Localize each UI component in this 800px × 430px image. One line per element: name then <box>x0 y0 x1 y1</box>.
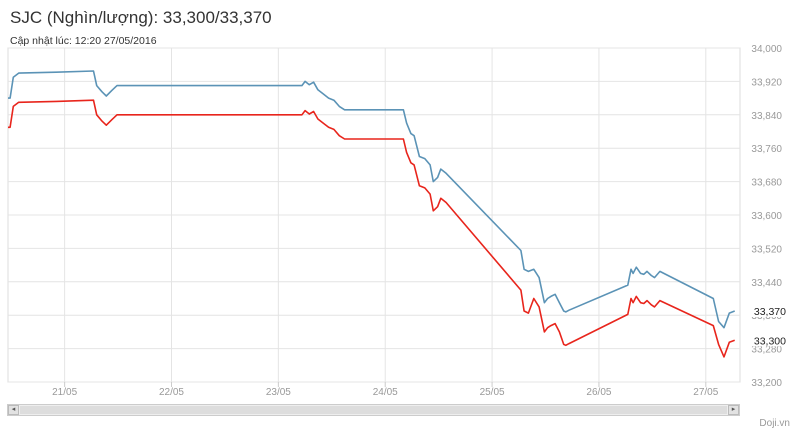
last-value-bg <box>748 333 786 347</box>
x-tick-label: 27/05 <box>693 387 718 398</box>
x-tick-label: 24/05 <box>373 387 398 398</box>
source-credit: Doji.vn <box>759 418 790 429</box>
y-tick-label: 33,520 <box>751 244 782 255</box>
y-tick-label: 33,600 <box>751 211 782 222</box>
y-tick-label: 33,280 <box>751 345 782 356</box>
last-value-labels: 33,370 33,300 <box>748 304 786 347</box>
x-tick-label: 23/05 <box>266 387 291 398</box>
x-tick-label: 21/05 <box>52 387 77 398</box>
chart-title: SJC (Nghìn/lượng): 33,300/33,370 <box>10 8 272 27</box>
series-line-sell <box>8 70 735 329</box>
scroll-left-button[interactable]: ◂ <box>8 405 19 415</box>
chart-scrollbar[interactable]: ◂ ▸ <box>7 404 740 416</box>
x-tick-label: 25/05 <box>480 387 505 398</box>
series-line-buy <box>8 99 735 358</box>
update-timestamp: Cập nhật lúc: 12:20 27/05/2016 <box>10 35 157 47</box>
last-value-bg <box>748 304 786 318</box>
y-tick-label: 33,200 <box>751 378 782 389</box>
last-value-label-buy: 33,300 <box>754 335 786 347</box>
scroll-right-button[interactable]: ▸ <box>728 405 739 415</box>
y-tick-label: 34,000 <box>751 44 782 55</box>
grid <box>7 47 741 383</box>
x-tick-label: 26/05 <box>586 387 611 398</box>
series-lines <box>8 70 735 358</box>
scroll-thumb[interactable] <box>20 406 727 414</box>
last-value-label-sell: 33,370 <box>754 306 786 318</box>
y-tick-label: 33,680 <box>751 178 782 189</box>
y-tick-label: 33,920 <box>751 77 782 88</box>
y-tick-label: 33,840 <box>751 111 782 122</box>
x-axis: 21/05 22/05 23/05 24/05 25/05 26/05 27/05 <box>52 382 719 398</box>
x-tick-label: 22/05 <box>159 387 184 398</box>
y-tick-label: 33,440 <box>751 278 782 289</box>
y-tick-label: 33,760 <box>751 144 782 155</box>
